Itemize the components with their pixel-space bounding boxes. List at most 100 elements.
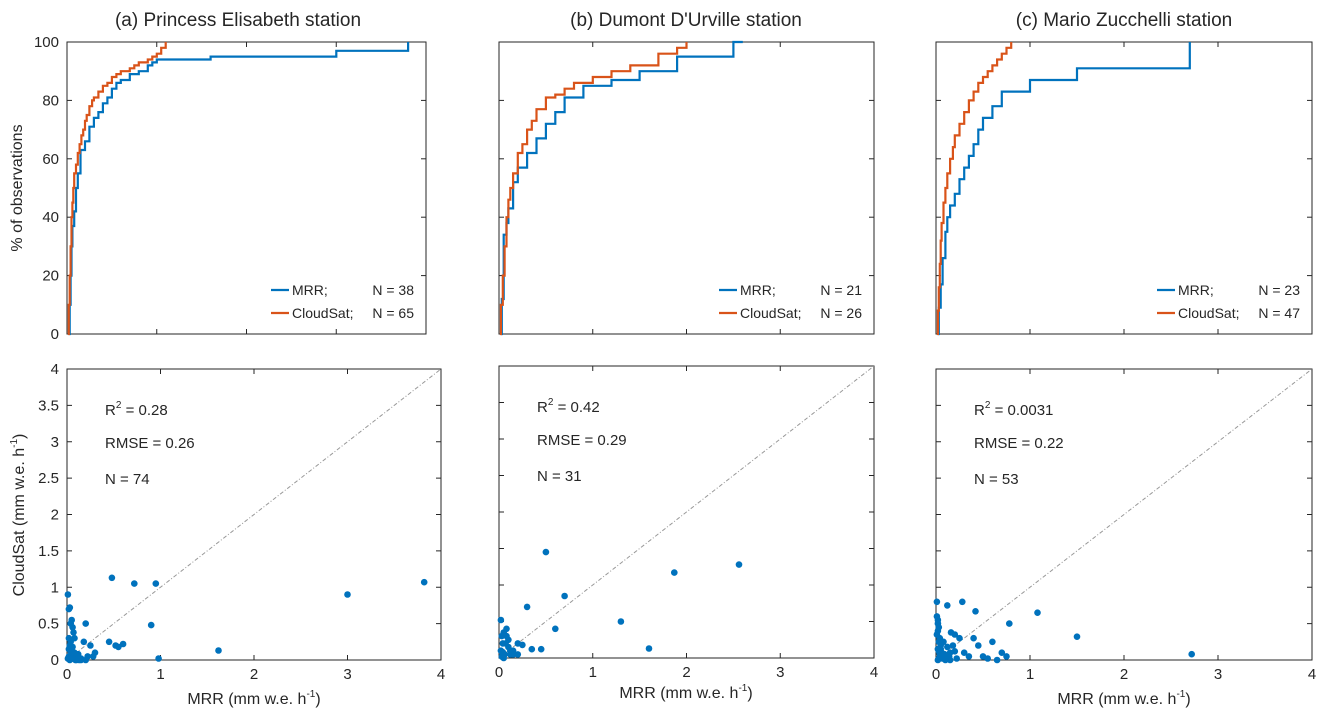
scatter-point [993,656,1001,664]
y-tick-label: 100 [34,34,59,51]
scatter-point [1188,650,1195,658]
scatter-point [944,643,951,651]
identity-line [498,365,875,659]
scatter-point [66,604,74,611]
y-tick-label: 80 [42,92,59,109]
scatter-point [80,638,88,646]
scatter-point [523,603,531,611]
x-tick-label: 4 [1308,666,1316,683]
legend-name-mrr: MRR; [292,282,328,298]
stat-rmse: RMSE = 0.26 [105,435,195,452]
scatter-point [935,655,943,662]
y-tick-label: 60 [42,151,59,168]
scatter-point [528,645,536,653]
legend-count-mrr: N = 23 [1258,282,1300,298]
scatter-point [645,645,653,652]
cdf-line-cloudsat [936,42,1013,336]
y-tick-label: 2.5 [38,470,59,487]
x-tick-label: 3 [343,666,351,683]
scatter-point [970,634,977,642]
panel-title: (c) Mario Zucchelli station [1016,10,1232,31]
cdf-line-cloudsat [499,42,688,336]
legend-name-cloudsat: CloudSat; [292,305,353,321]
cdf-line-mrr [68,42,410,336]
scatter-point [69,624,76,631]
legend-name-cloudsat: CloudSat; [740,305,801,321]
x-tick-label: 1 [589,664,597,681]
scatter-point [108,574,116,582]
scatter-point [1073,633,1081,640]
cdf-panel-a: 0 20 40 60 80 100 (a) Princess Elisabeth stati… [34,10,427,343]
identity-line [935,368,1313,661]
scatter-point [507,651,514,658]
scatter-point [617,618,625,625]
scatter-point [500,654,508,662]
scatter-point [984,655,991,662]
scatter-point [671,569,678,576]
scatter-panel-a: 0 0.5 1 1.5 2 2.5 3 3.5 4 0 1 2 3 4 R2 = 0.28 RMSE = 0.… [38,361,445,683]
scatter-point [972,608,979,615]
legend-count-mrr: N = 21 [820,282,862,298]
cdf-line-cloudsat [67,42,167,336]
scatter-point [105,638,113,646]
scatter-point [1034,609,1041,616]
scatter-point [152,580,160,587]
scatter-point [119,640,127,648]
scatter-panel-c: 0 1 2 3 4 R2 = 0.0031 RMSE = 0.22 N = 53 [932,368,1316,683]
cdf-panel-c: (c) Mario Zucchelli station MRR; N = 23 Clo… [935,10,1313,336]
scatter-point [937,645,944,653]
scatter-point [147,621,155,629]
scatter-point [940,638,947,646]
x-tick-label: 0 [932,666,940,683]
scatter-point [561,592,568,600]
scatter-point [73,656,80,664]
scatter-point [344,591,351,598]
scatter-xlabel-a: MRR (mm w.e. h-1) [187,689,320,708]
y-tick-label: 1.5 [38,543,59,560]
scatter-point [69,643,76,651]
x-tick-label: 2 [682,664,690,681]
legend-count-cloudsat: N = 65 [372,305,414,321]
scatter-point [951,648,959,655]
scatter-xlabel-c: MRR (mm w.e. h-1) [1057,689,1190,708]
y-tick-label: 3 [51,434,59,451]
x-tick-label: 1 [1026,666,1034,683]
x-tick-label: 2 [250,666,258,683]
scatter-point [975,642,982,649]
scatter-xlabel-b: MRR (mm w.e. h-1) [619,683,752,702]
stat-rmse: RMSE = 0.22 [974,435,1064,452]
x-tick-label: 2 [1120,666,1128,683]
legend-name-mrr: MRR; [740,282,776,298]
scatter-point [84,653,91,660]
scatter-point [1003,653,1010,660]
stat-r2: R2 = 0.0031 [974,400,1053,419]
scatter-point [933,598,941,606]
scatter-point [215,647,222,654]
y-tick-label: 1 [51,579,59,596]
stat-rmse: RMSE = 0.29 [537,432,627,449]
scatter-point [420,578,428,586]
legend-count-cloudsat: N = 26 [820,305,862,321]
scatter-point [552,625,559,633]
scatter-point [944,602,951,609]
y-tick-label: 0 [51,326,59,343]
scatter-point [945,653,953,660]
stat-n: N = 31 [537,468,582,485]
x-tick-label: 1 [156,666,164,683]
scatter-point [131,580,138,587]
y-tick-label: 4 [51,361,59,378]
scatter-point [959,598,966,606]
scatter-point [503,625,510,633]
stat-r2: R2 = 0.42 [537,397,600,416]
scatter-point [68,649,75,656]
cdf-ylabel: % of observations [9,124,26,251]
scatter-point [514,651,522,658]
scatter-point [989,638,996,646]
scatter-point [735,561,743,568]
scatter-point [64,591,72,598]
scatter-point [933,613,941,620]
scatter-point [519,641,526,649]
y-tick-label: 20 [42,268,59,285]
scatter-point [1006,620,1013,627]
